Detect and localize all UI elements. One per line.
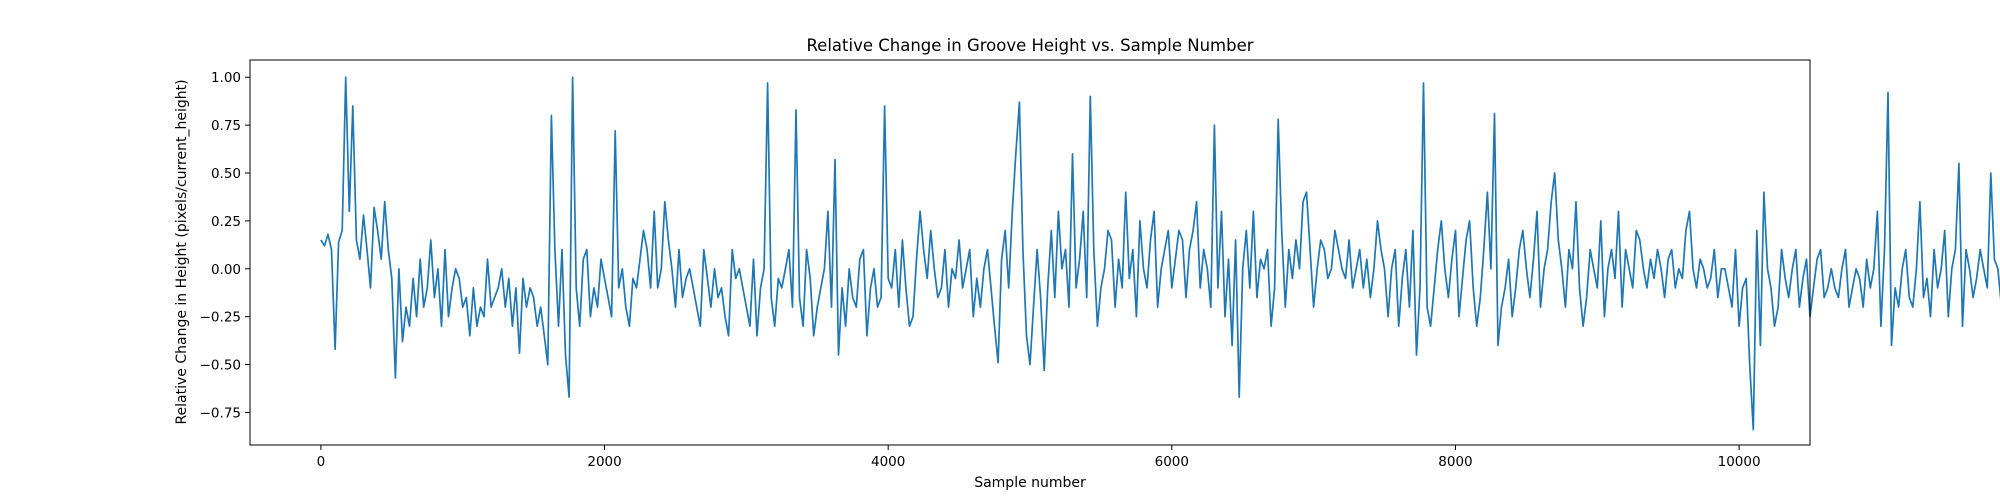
y-axis-label: Relative Change in Height (pixels/curren… [174,79,190,424]
x-tick-label: 4000 [871,454,905,470]
y-tick-label: 0.25 [211,214,241,230]
y-axis: 1.00 0.75 0.50 0.25 0.00 −0.25 −0.50 −0.75 [200,70,250,421]
x-tick-label: 10000 [1718,454,1761,470]
axes-frame [249,59,1811,446]
x-tick-label: 2000 [587,454,621,470]
y-tick-label: 0.00 [211,262,241,278]
chart-title: Relative Change in Groove Height vs. Sam… [806,36,1253,55]
x-tick-label: 6000 [1155,454,1189,470]
y-tick-label: −0.75 [200,405,241,421]
plot-area [320,76,2000,431]
y-tick-label: −0.50 [200,358,241,374]
y-tick-label: 0.75 [211,118,241,134]
x-axis-label: Sample number [974,475,1086,491]
y-tick-label: −0.25 [200,310,241,326]
x-tick-label: 0 [317,454,326,470]
series-line [320,76,2000,431]
x-tick-label: 8000 [1438,454,1472,470]
y-tick-label: 0.50 [211,166,241,182]
y-tick-label: 1.00 [211,70,241,86]
x-axis: 0 2000 4000 6000 8000 10000 [317,445,1761,470]
